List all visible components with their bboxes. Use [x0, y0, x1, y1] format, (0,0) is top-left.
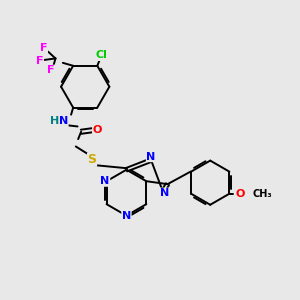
Text: F: F — [35, 56, 43, 66]
Text: H: H — [50, 116, 59, 126]
Text: N: N — [122, 211, 131, 221]
Text: N: N — [146, 152, 156, 162]
Text: N: N — [59, 116, 68, 126]
Text: N: N — [160, 188, 169, 198]
Text: CH₃: CH₃ — [252, 189, 272, 199]
Text: F: F — [47, 65, 55, 75]
Text: F: F — [40, 43, 47, 53]
Text: N: N — [100, 176, 110, 186]
Text: O: O — [236, 189, 245, 199]
Text: S: S — [88, 153, 97, 166]
Text: Cl: Cl — [96, 50, 108, 61]
Text: O: O — [93, 125, 102, 135]
